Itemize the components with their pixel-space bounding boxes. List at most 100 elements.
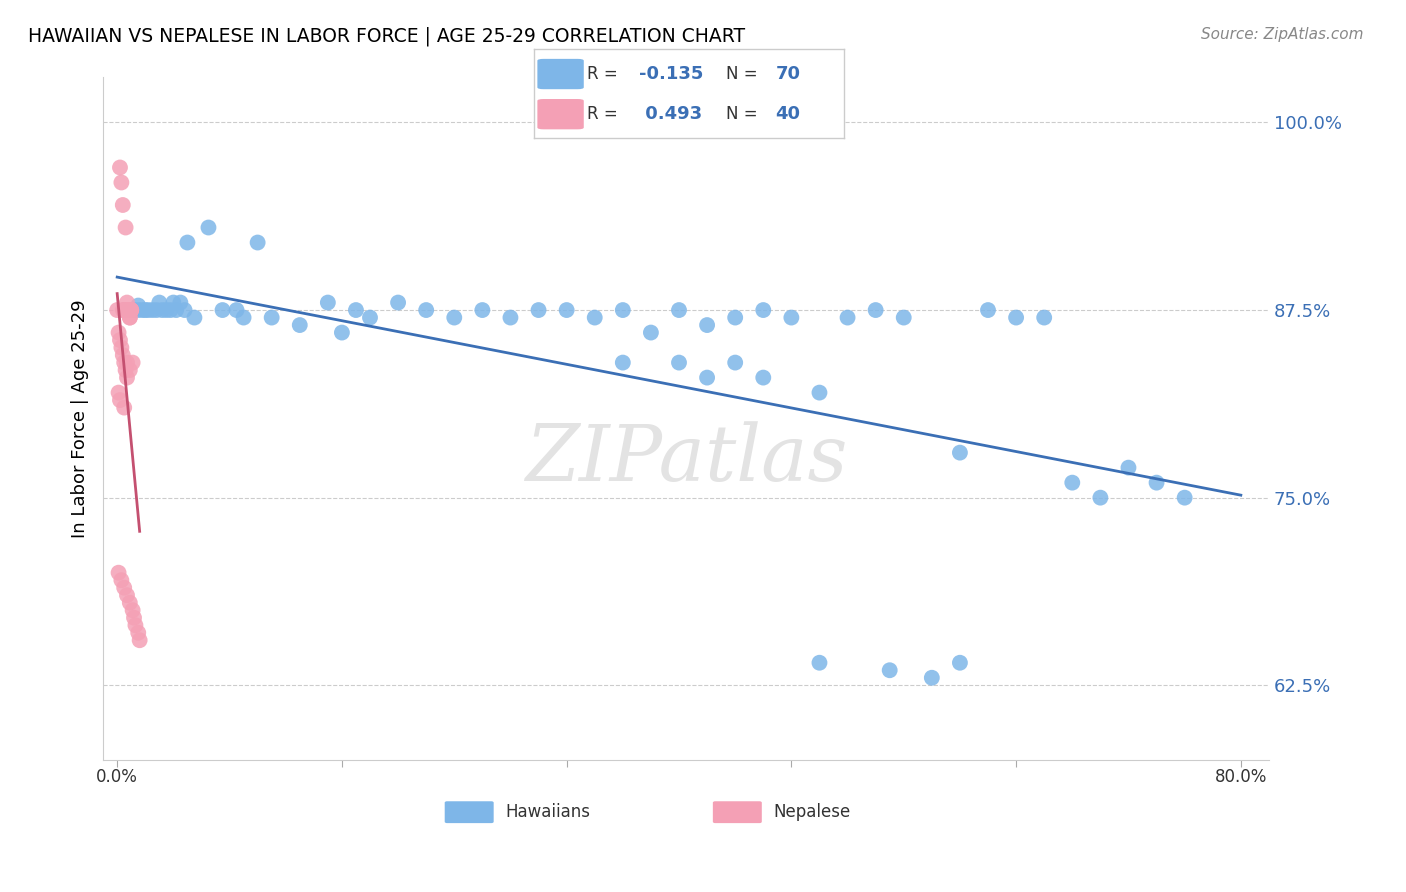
- Point: [359, 310, 381, 325]
- Point: [949, 445, 972, 459]
- Point: [612, 355, 634, 369]
- Point: [120, 303, 142, 318]
- Point: [696, 318, 718, 332]
- Point: [1090, 776, 1112, 790]
- Point: [121, 603, 143, 617]
- Point: [1062, 475, 1084, 490]
- Point: [344, 303, 367, 318]
- Point: [471, 303, 494, 318]
- Point: [921, 671, 943, 685]
- Point: [120, 303, 142, 318]
- Point: [134, 303, 156, 318]
- Point: [118, 363, 141, 377]
- Text: N =: N =: [725, 105, 763, 123]
- Point: [169, 295, 191, 310]
- Point: [893, 310, 915, 325]
- Point: [118, 596, 141, 610]
- Point: [122, 611, 145, 625]
- Point: [117, 303, 139, 318]
- Text: 40: 40: [776, 105, 800, 123]
- Point: [165, 303, 187, 318]
- Point: [668, 303, 690, 318]
- Point: [724, 355, 747, 369]
- Point: [110, 573, 132, 587]
- Point: [120, 303, 142, 318]
- Point: [114, 303, 136, 318]
- Point: [1118, 460, 1140, 475]
- Point: [105, 303, 128, 318]
- Point: [108, 333, 131, 347]
- Point: [260, 310, 283, 325]
- Point: [780, 310, 803, 325]
- Point: [696, 370, 718, 384]
- Point: [127, 303, 149, 318]
- Point: [150, 303, 173, 318]
- Point: [114, 363, 136, 377]
- Point: [117, 303, 139, 318]
- Point: [124, 618, 146, 632]
- Point: [1033, 310, 1056, 325]
- Point: [115, 295, 138, 310]
- Text: R =: R =: [586, 65, 623, 83]
- Point: [117, 303, 139, 318]
- Point: [118, 310, 141, 325]
- Point: [136, 303, 159, 318]
- Point: [162, 295, 184, 310]
- Point: [808, 656, 831, 670]
- Point: [112, 401, 135, 415]
- Point: [837, 310, 859, 325]
- Point: [115, 355, 138, 369]
- Point: [112, 355, 135, 369]
- Point: [499, 310, 522, 325]
- Point: [121, 355, 143, 369]
- FancyBboxPatch shape: [537, 59, 583, 89]
- Point: [110, 176, 132, 190]
- Point: [752, 303, 775, 318]
- FancyBboxPatch shape: [713, 801, 762, 823]
- Point: [1174, 491, 1197, 505]
- Point: [131, 303, 153, 318]
- Point: [977, 303, 1000, 318]
- Point: [879, 663, 901, 677]
- Point: [583, 310, 606, 325]
- Point: [330, 326, 353, 340]
- Point: [111, 348, 134, 362]
- Point: [752, 370, 775, 384]
- Point: [110, 341, 132, 355]
- Text: -0.135: -0.135: [640, 65, 704, 83]
- Point: [155, 303, 177, 318]
- Point: [148, 295, 170, 310]
- Point: [225, 303, 247, 318]
- Point: [122, 303, 145, 318]
- Text: ZIPatlas: ZIPatlas: [524, 422, 848, 498]
- Point: [183, 310, 205, 325]
- Point: [197, 220, 219, 235]
- Point: [128, 633, 150, 648]
- Point: [127, 625, 149, 640]
- Point: [808, 385, 831, 400]
- Point: [118, 310, 141, 325]
- Point: [145, 303, 167, 318]
- Point: [865, 303, 887, 318]
- Point: [173, 303, 195, 318]
- Point: [111, 303, 134, 318]
- Point: [115, 370, 138, 384]
- Point: [640, 326, 662, 340]
- Point: [415, 303, 437, 318]
- Text: Source: ZipAtlas.com: Source: ZipAtlas.com: [1201, 27, 1364, 42]
- Point: [1005, 310, 1028, 325]
- Point: [211, 303, 233, 318]
- Point: [527, 303, 550, 318]
- Point: [288, 318, 311, 332]
- Point: [115, 588, 138, 602]
- Point: [108, 161, 131, 175]
- FancyBboxPatch shape: [444, 801, 494, 823]
- Point: [114, 220, 136, 235]
- Point: [107, 385, 129, 400]
- Text: HAWAIIAN VS NEPALESE IN LABOR FORCE | AGE 25-29 CORRELATION CHART: HAWAIIAN VS NEPALESE IN LABOR FORCE | AG…: [28, 27, 745, 46]
- Point: [176, 235, 198, 250]
- Point: [232, 310, 254, 325]
- Point: [141, 303, 163, 318]
- Y-axis label: In Labor Force | Age 25-29: In Labor Force | Age 25-29: [72, 300, 89, 538]
- Point: [108, 393, 131, 408]
